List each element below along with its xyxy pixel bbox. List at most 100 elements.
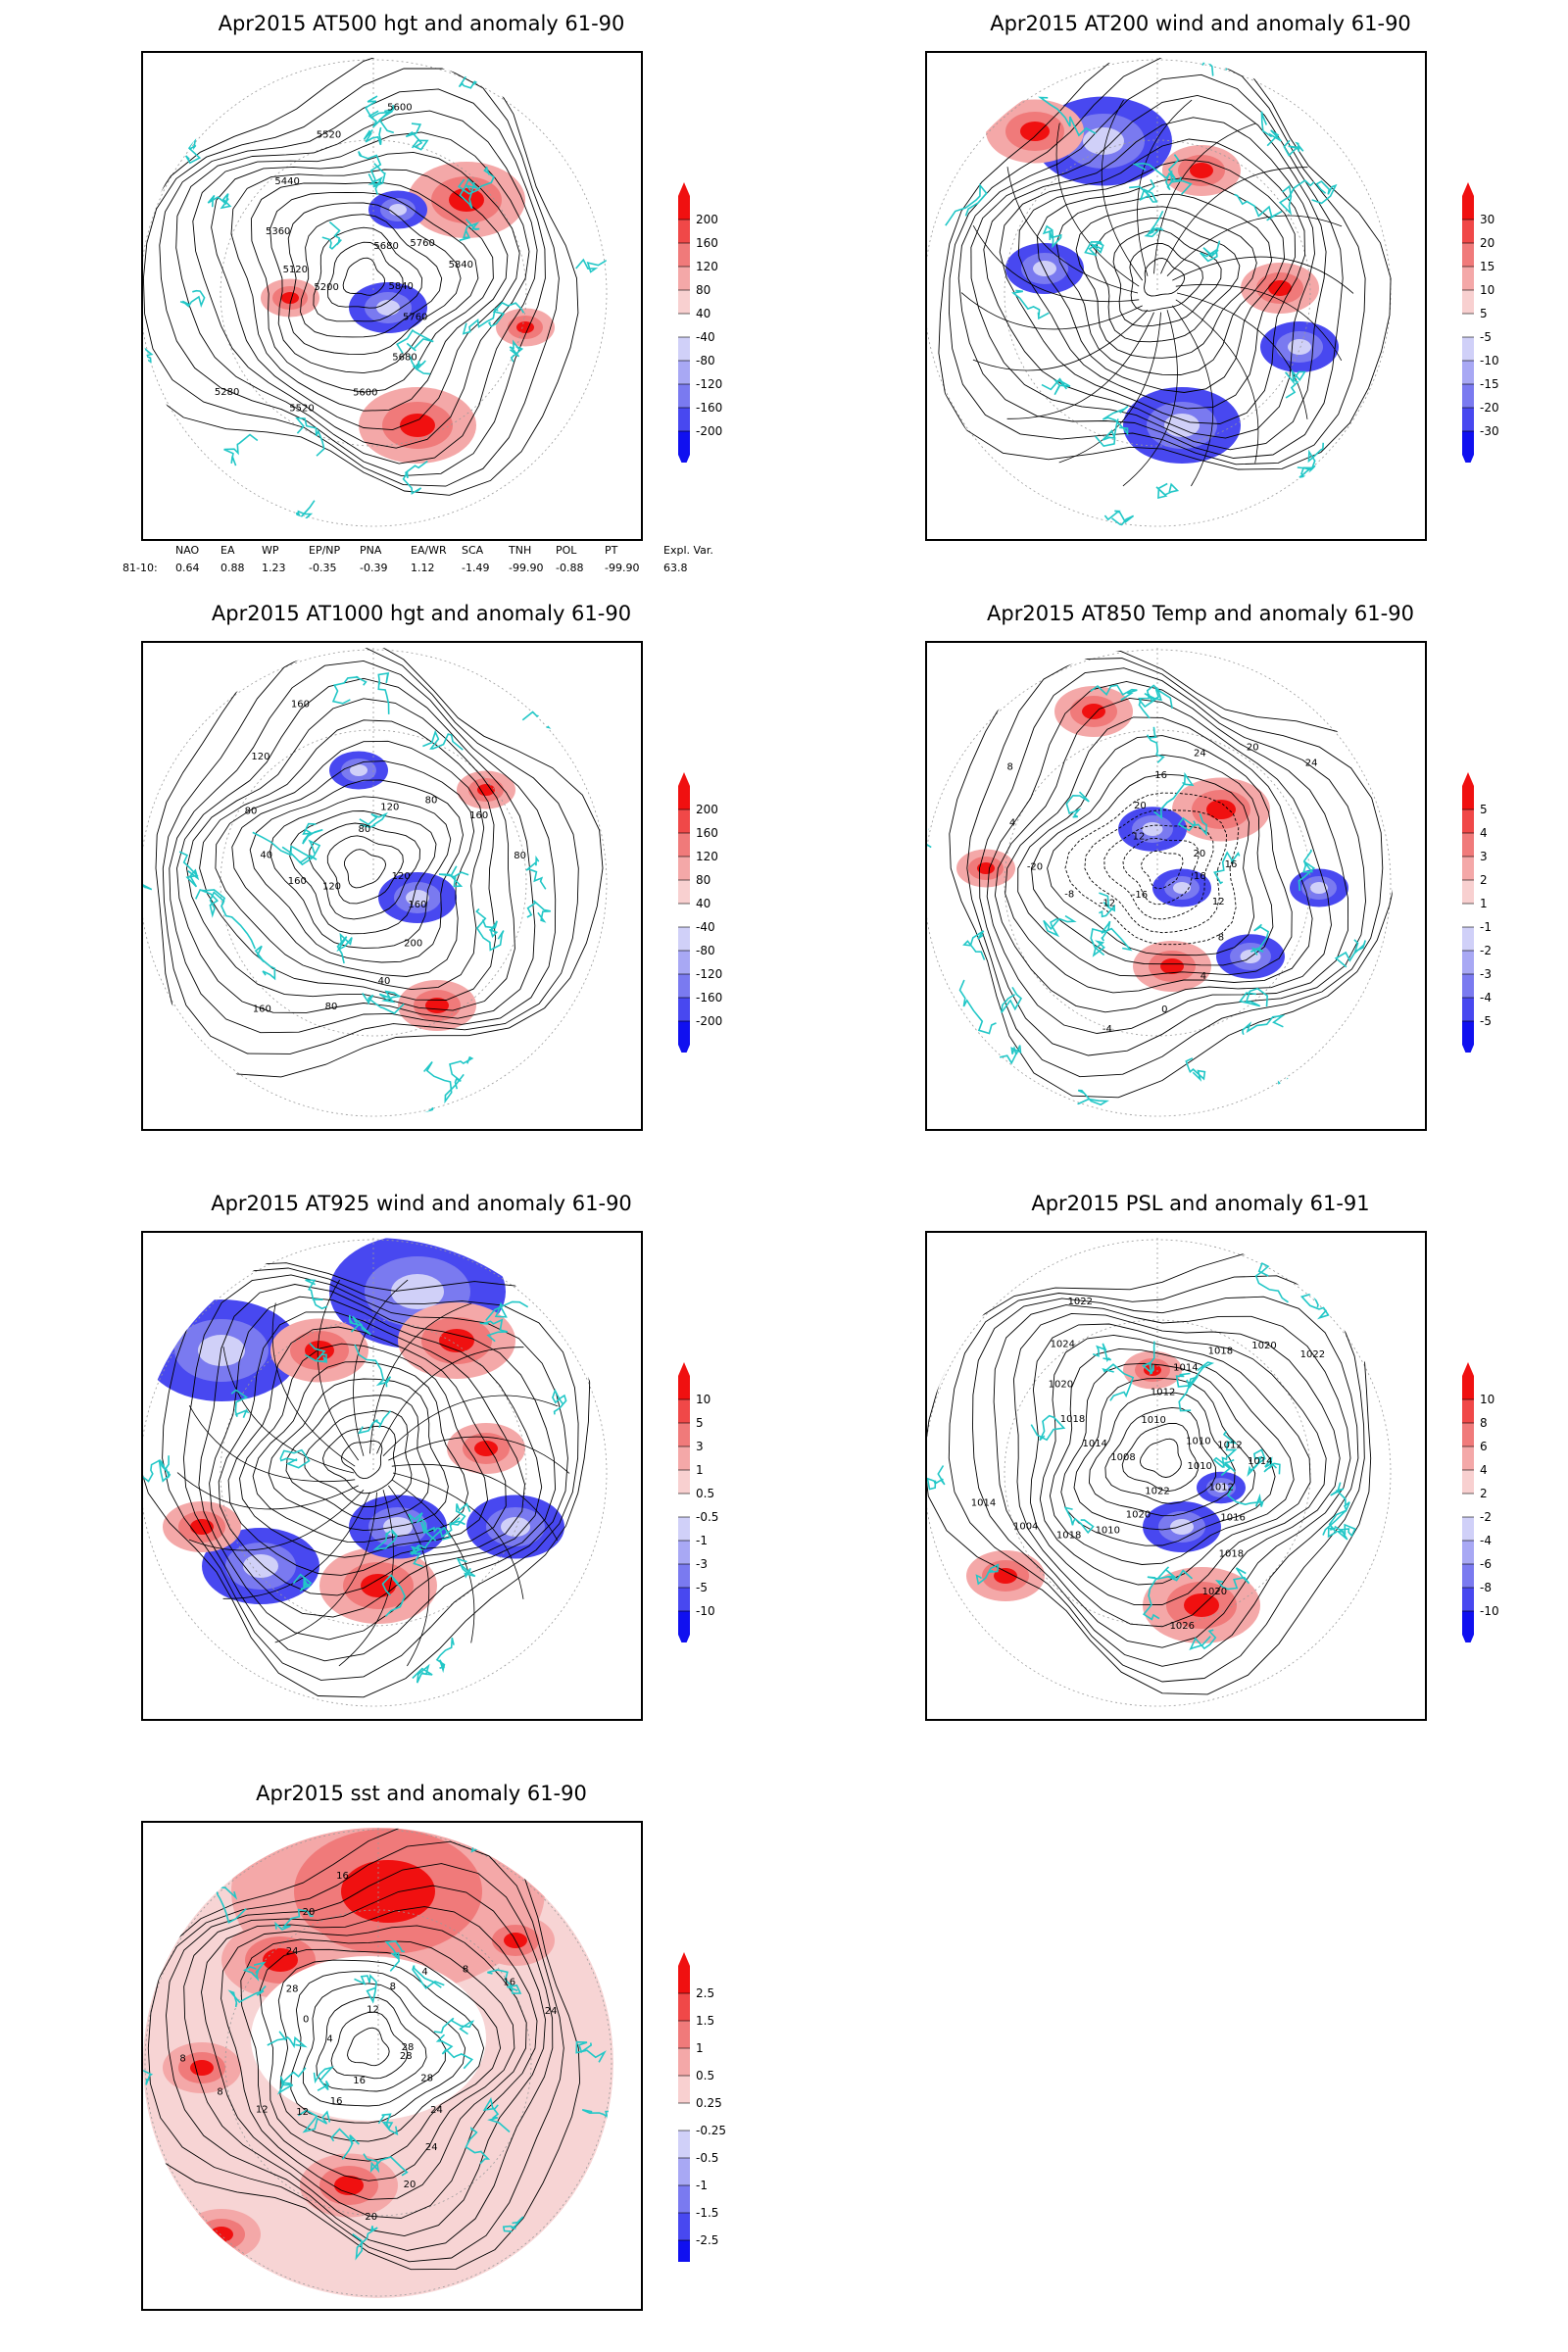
contour-line [344,849,387,889]
contour-line [970,94,1327,451]
scale-swatch [1462,786,1474,809]
scale-swatch [678,1446,690,1470]
graticule [143,649,608,1117]
coastline [1165,154,1183,191]
coastline [1153,771,1195,819]
coastline [1001,986,1023,1013]
coastline [292,1573,313,1592]
scale-label: 200 [696,213,718,226]
graticule [220,729,527,1037]
land-mask [251,1956,486,2121]
anomaly-core [439,1329,474,1352]
scale-label: -120 [696,377,722,391]
contour-line [147,1840,564,2263]
scale-label: -10 [696,1604,715,1618]
index-value: -99.90 [509,562,544,574]
scale-label: -1 [696,2179,708,2192]
coastline [459,177,479,210]
scale-swatch [678,384,690,408]
coastline [1311,180,1338,205]
coastline [1221,1430,1238,1468]
contour-line [211,151,520,431]
contour-label: 0 [303,2014,309,2025]
contour-label: 5840 [449,260,473,270]
coastline [1090,927,1105,957]
coastline [158,1455,171,1483]
contour-label: 80 [359,824,371,835]
panel-title: Apr2015 AT925 wind and anomaly 61-90 [211,1192,632,1215]
coastline [362,992,405,1014]
contour-line [1049,1348,1295,1565]
coastline [1030,1414,1066,1442]
scale-swatch [1462,1564,1474,1588]
anomaly-core [1213,1483,1229,1493]
contour-line [342,257,386,296]
scale-swatch [678,880,690,904]
index-header: NAO [175,544,200,557]
coastline [1138,684,1173,719]
contour-line [230,169,509,412]
scale-label: -1 [696,1534,708,1547]
anomaly-core [449,188,484,212]
contour-label: 160 [253,1004,271,1015]
coastline [1011,289,1050,320]
contour-label: 0 [1161,1004,1167,1015]
scale-arrow-top [678,772,690,786]
scale-arrow-bottom [1462,1635,1474,1642]
contour-line [1144,258,1186,297]
coastline [1260,111,1282,147]
contour-label: 1020 [1049,1380,1073,1391]
color-scale: 200 160 120 80 40 -40 -80 -120 -160 -200 [678,772,722,1053]
panel-title: Apr2015 PSL and anomaly 61-91 [1031,1192,1370,1215]
coastline [365,95,395,134]
coastline [1228,1697,1243,1708]
contour-label: 1022 [1068,1297,1093,1307]
anomaly-core [516,321,534,333]
coastline [1213,851,1241,885]
streamline [353,1279,409,1456]
contour-line [176,677,536,1019]
scale-label: 3 [1480,850,1488,863]
scale-swatch [1462,290,1474,314]
scale-label: -0.25 [696,2124,726,2137]
contour-label: 1018 [1208,1347,1233,1357]
graticule [220,139,527,447]
scale-swatch [678,833,690,857]
contour-line [948,1275,1365,1683]
contour-line [1122,838,1200,906]
streamline [391,1463,559,1541]
scale-swatch [1462,196,1474,220]
graticule [1004,139,1311,447]
contour-line [175,110,538,465]
contour-line [347,2027,390,2067]
contour-line [972,1296,1359,1667]
color-scale: 30 20 15 10 5 -5 -10 -15 -20 -30 [1462,182,1499,463]
contour-label: 12 [296,2107,309,2118]
contour-label: 16 [330,2096,343,2107]
streamline [972,225,1140,303]
scale-arrow-top [678,182,690,196]
coastline [521,710,559,731]
coastline [304,1343,327,1364]
contour-label: 8 [463,1965,468,1976]
coastline [1242,1014,1286,1036]
scale-swatch [1462,880,1474,904]
coastline [975,1563,1000,1586]
scale-label: 160 [696,826,718,840]
anomaly-core [243,1554,278,1578]
coastline [422,1060,465,1104]
coastline [1254,1262,1289,1303]
streamline [176,1472,359,1510]
coastline [509,339,524,363]
coastline [207,193,232,210]
panel-at1000: Apr2015 AT1000 hgt and anomaly 61-90 120… [137,602,745,1131]
contour-label: 4 [1009,818,1015,829]
coastline [1038,96,1097,137]
coastline [927,1465,946,1491]
contour-line [192,131,530,449]
coastline [277,2067,307,2095]
scale-swatch [1462,314,1474,337]
streamline [1101,99,1144,281]
coastline [349,1314,371,1336]
